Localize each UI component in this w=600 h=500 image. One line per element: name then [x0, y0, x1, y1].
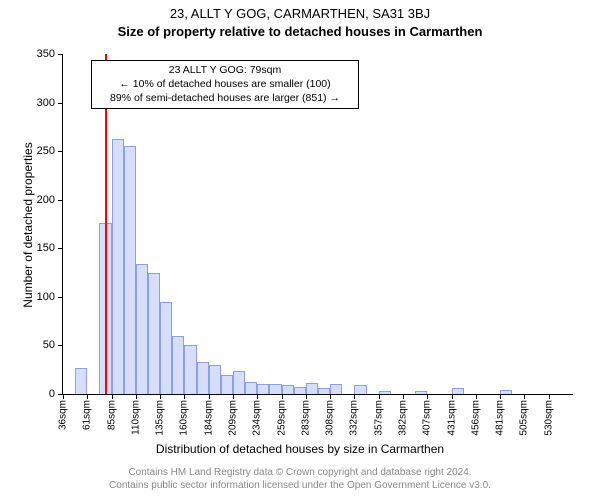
y-axis-label: Number of detached properties — [21, 125, 35, 325]
annotation-line: 23 ALLT Y GOG: 79sqm — [96, 63, 354, 77]
xtick-label: 160sqm — [179, 400, 190, 436]
histogram-bar — [306, 383, 318, 394]
xtick-label: 283sqm — [300, 400, 311, 436]
xtick-label: 61sqm — [82, 400, 93, 430]
xtick-label: 431sqm — [446, 400, 457, 436]
xtick-line — [524, 394, 525, 399]
xtick-label: 209sqm — [228, 400, 239, 436]
xtick-label: 456sqm — [470, 400, 481, 436]
xtick-line — [379, 394, 380, 399]
footer-line-1: Contains HM Land Registry data © Crown c… — [128, 467, 471, 478]
histogram-bar — [354, 385, 366, 394]
xtick-label: 36sqm — [58, 400, 69, 430]
xtick-label: 308sqm — [325, 400, 336, 436]
histogram-bar — [197, 362, 209, 394]
xtick-label: 259sqm — [276, 400, 287, 436]
xtick-line — [452, 394, 453, 399]
histogram-bar — [136, 264, 148, 394]
xtick-line — [549, 394, 550, 399]
xtick-line — [184, 394, 185, 399]
xtick-line — [476, 394, 477, 399]
xtick-label: 382sqm — [398, 400, 409, 436]
histogram-bar — [221, 375, 233, 394]
footer-line-2: Contains public sector information licen… — [109, 480, 491, 491]
ytick-label: 250 — [37, 145, 63, 157]
histogram-bar — [245, 382, 257, 394]
xtick-label: 407sqm — [422, 400, 433, 436]
annotation-line: ← 10% of detached houses are smaller (10… — [96, 77, 354, 91]
xtick-line — [160, 394, 161, 399]
histogram-bar — [318, 388, 330, 394]
xtick-line — [233, 394, 234, 399]
histogram-bar — [330, 384, 342, 394]
xtick-label: 85sqm — [106, 400, 117, 430]
histogram-bar — [160, 302, 172, 394]
xtick-label: 110sqm — [130, 400, 141, 435]
xtick-line — [427, 394, 428, 399]
ytick-label: 0 — [49, 388, 63, 400]
xtick-label: 505sqm — [519, 400, 530, 436]
ytick-label: 150 — [37, 242, 63, 254]
histogram-bar — [148, 273, 160, 394]
annotation-line: 89% of semi-detached houses are larger (… — [96, 91, 354, 105]
histogram-bar — [282, 385, 294, 394]
histogram-bar — [233, 371, 245, 394]
ytick-label: 350 — [37, 48, 63, 60]
histogram-bar — [172, 336, 184, 394]
xtick-label: 357sqm — [373, 400, 384, 436]
histogram-bar — [415, 391, 427, 394]
chart-title: Size of property relative to detached ho… — [0, 24, 600, 39]
xtick-label: 481sqm — [495, 400, 506, 436]
super-title: 23, ALLT Y GOG, CARMARTHEN, SA31 3BJ — [0, 6, 600, 21]
xtick-line — [87, 394, 88, 399]
ytick-label: 300 — [37, 97, 63, 109]
footer-attribution: Contains HM Land Registry data © Crown c… — [0, 466, 600, 492]
xtick-line — [500, 394, 501, 399]
x-axis-label: Distribution of detached houses by size … — [0, 442, 600, 456]
ytick-label: 100 — [37, 291, 63, 303]
xtick-line — [112, 394, 113, 399]
chart-container: { "super_title": "23, ALLT Y GOG, CARMAR… — [0, 0, 600, 500]
histogram-bar — [500, 390, 512, 394]
ytick-label: 200 — [37, 194, 63, 206]
xtick-label: 332sqm — [349, 400, 360, 436]
histogram-bar — [269, 384, 281, 394]
histogram-bar — [184, 345, 196, 394]
ytick-label: 50 — [43, 339, 63, 351]
xtick-line — [354, 394, 355, 399]
histogram-bar — [257, 384, 269, 394]
xtick-line — [63, 394, 64, 399]
xtick-line — [136, 394, 137, 399]
histogram-bar — [452, 388, 464, 394]
histogram-bar — [75, 368, 87, 394]
xtick-line — [330, 394, 331, 399]
plot-area: 05010015020025030035036sqm61sqm85sqm110s… — [62, 54, 573, 395]
xtick-label: 234sqm — [252, 400, 263, 436]
histogram-bar — [379, 391, 391, 394]
xtick-label: 135sqm — [155, 400, 166, 436]
histogram-bar — [294, 387, 306, 394]
xtick-label: 530sqm — [543, 400, 554, 436]
histogram-bar — [124, 146, 136, 394]
histogram-bar — [112, 139, 124, 394]
xtick-line — [306, 394, 307, 399]
xtick-label: 184sqm — [203, 400, 214, 436]
xtick-line — [403, 394, 404, 399]
xtick-line — [209, 394, 210, 399]
xtick-line — [282, 394, 283, 399]
annotation-box: 23 ALLT Y GOG: 79sqm← 10% of detached ho… — [91, 60, 359, 109]
xtick-line — [257, 394, 258, 399]
histogram-bar — [209, 365, 221, 394]
